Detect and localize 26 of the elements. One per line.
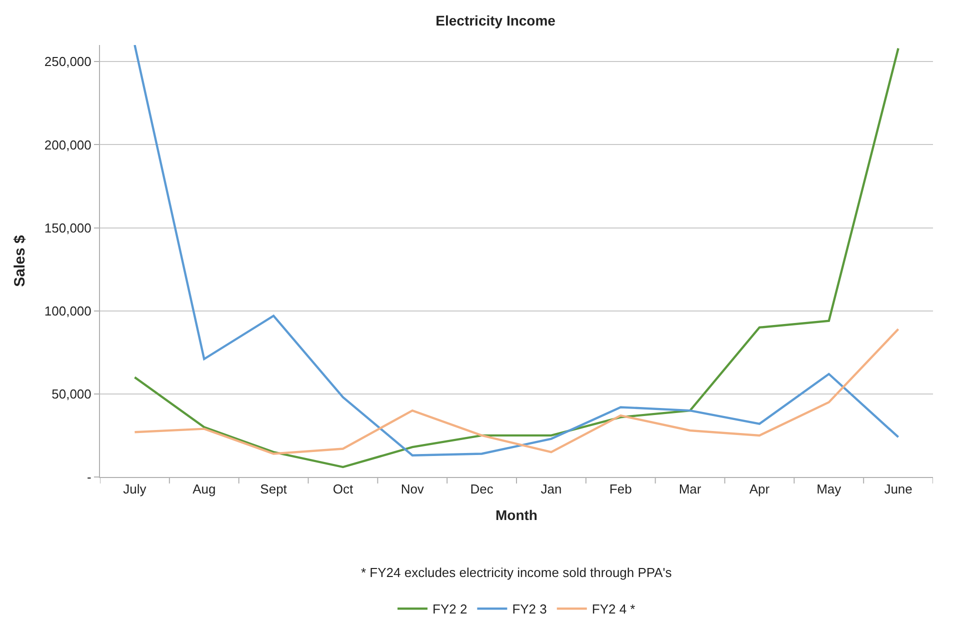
x-tick-label: Dec — [470, 482, 494, 497]
x-tick-label: May — [816, 482, 842, 497]
legend-label: FY2 2 — [432, 602, 468, 617]
y-tick-label: 250,000 — [44, 54, 92, 70]
y-tick-label: 100,000 — [44, 303, 92, 318]
legend-label: FY2 3 — [512, 602, 547, 617]
x-tick-label: Aug — [192, 482, 216, 497]
y-axis-title: Sales $ — [12, 234, 29, 287]
text: * FY24 excludes electricity income sold through PPA's — [361, 565, 672, 580]
x-tick-label: June — [884, 482, 912, 497]
y-tick-label: - — [87, 470, 92, 485]
chart-title: Electricity Income — [436, 12, 556, 29]
y-tick-label: 150,000 — [44, 220, 92, 236]
y-tick-label: 200,000 — [44, 137, 92, 152]
x-axis-title: Month — [496, 506, 538, 523]
x-tick-label: Jan — [540, 482, 562, 497]
x-tick-label: Apr — [749, 482, 770, 497]
x-tick-label: Oct — [332, 482, 354, 497]
x-tick-label: Nov — [400, 482, 424, 497]
x-tick-label: Mar — [678, 482, 702, 497]
x-tick-label: Feb — [609, 482, 632, 497]
legend-label: FY2 4 * — [592, 602, 636, 617]
y-tick-label: 50,000 — [52, 386, 92, 402]
x-tick-label: July — [123, 482, 147, 497]
x-tick-label: Sept — [260, 482, 288, 497]
line-series — [134, 328, 900, 455]
